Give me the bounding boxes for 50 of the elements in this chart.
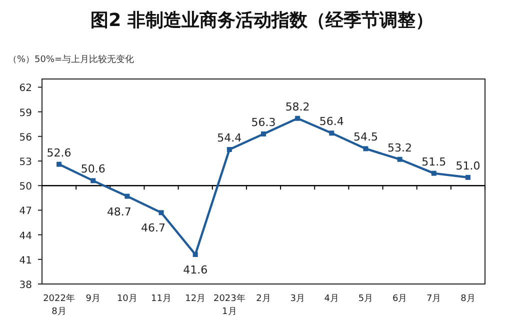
data-label: 51.5 [422, 155, 446, 168]
x-tick-label: 2022年 8月 [43, 293, 75, 317]
x-tick-label: 3月 [290, 294, 305, 304]
x-tick-label: 2023年 1月 [213, 293, 246, 317]
y-tick-label: 50 [19, 182, 32, 193]
point [124, 194, 130, 199]
data-label: 41.6 [183, 263, 208, 276]
y-tick-label: 44 [19, 230, 32, 242]
point [56, 162, 62, 167]
data-label: 51.0 [456, 159, 480, 172]
data-label: 58.2 [285, 100, 310, 114]
x-tick-label: 12月 [185, 294, 206, 304]
point [295, 116, 300, 121]
point [158, 210, 164, 216]
y-tick-label: 38 [19, 280, 32, 291]
y-tick-label: 56 [19, 132, 32, 144]
x-tick-label: 8月 [460, 294, 476, 304]
data-label: 50.6 [80, 162, 106, 176]
point [431, 170, 436, 176]
x-tick-label: 9月 [86, 294, 100, 304]
data-label: 53.2 [388, 141, 412, 154]
x-tick-label: 6月 [392, 294, 408, 304]
point [329, 130, 334, 136]
data-label: 56.3 [251, 116, 276, 129]
data-label: 56.4 [319, 115, 344, 128]
point [90, 178, 96, 184]
point [363, 146, 368, 152]
data-label: 48.7 [106, 205, 132, 218]
y-tick-label: 62 [19, 83, 32, 94]
data-label: 52.6 [46, 146, 72, 160]
point [397, 156, 402, 162]
x-tick-label: 5月 [358, 294, 374, 304]
point [192, 252, 198, 257]
x-tick-label: 11月 [151, 294, 172, 304]
x-tick-label: 2月 [256, 294, 271, 304]
x-tick-label: 4月 [324, 294, 340, 304]
point [226, 147, 232, 152]
data-label: 46.7 [141, 222, 166, 235]
data-label: 54.5 [353, 130, 378, 144]
chart-title: 图2 非制造业商务活动指数（经季节调整） [90, 10, 434, 31]
y-tick-label: 59 [19, 108, 32, 119]
data-label: 54.4 [217, 132, 242, 145]
x-tick-label: 10月 [116, 294, 138, 304]
point [465, 174, 470, 180]
y-tick-label: 53 [19, 157, 32, 168]
y-tick-label: 41 [19, 255, 32, 266]
point [261, 131, 266, 136]
chart-subtitle: （%）50%=与上月比较无变化 [8, 54, 134, 65]
y-tick-label: 47 [19, 206, 32, 218]
x-tick-label: 7月 [426, 294, 442, 304]
